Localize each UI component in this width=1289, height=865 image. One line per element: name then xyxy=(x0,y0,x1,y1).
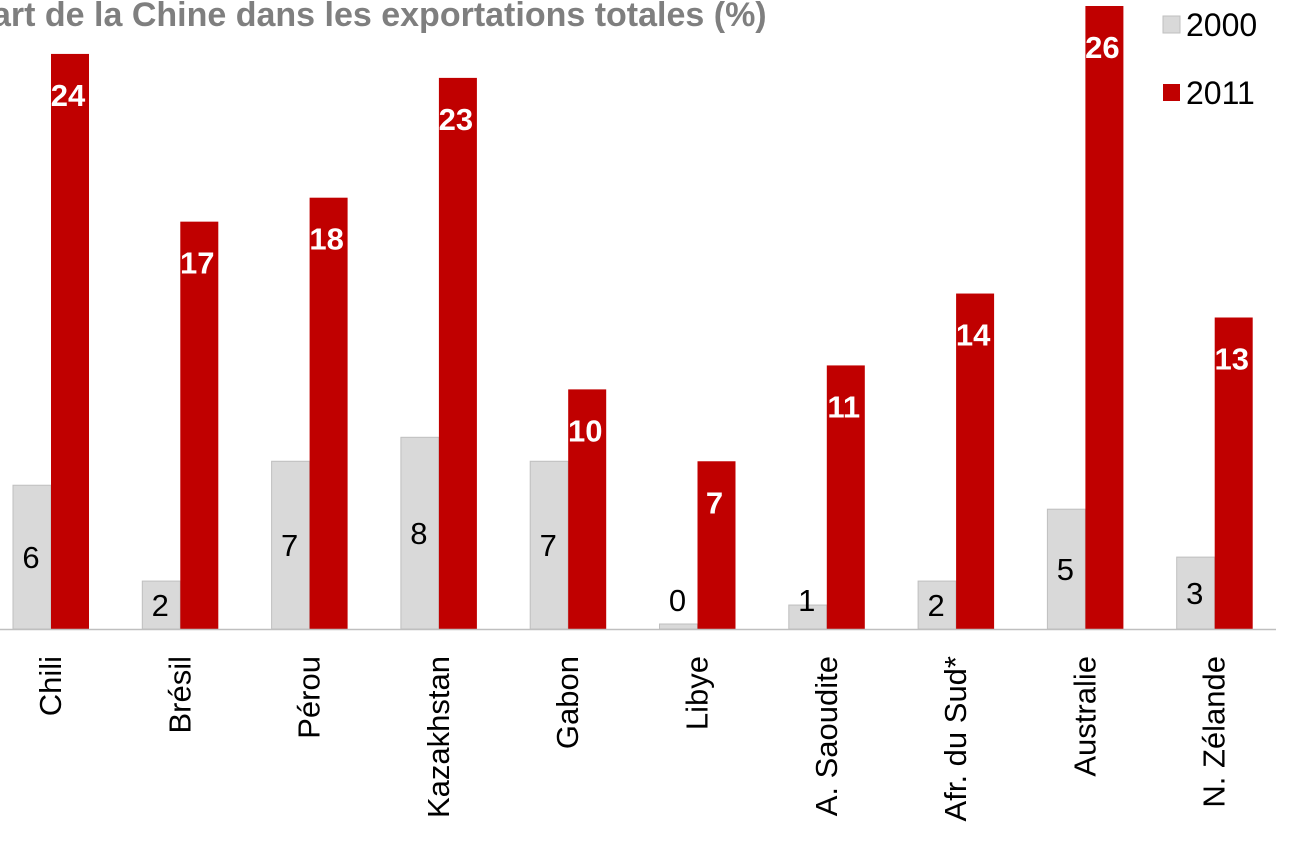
data-label-2011-1: 17 xyxy=(180,246,214,281)
chart-title: art de la Chine dans les exportations to… xyxy=(0,0,767,34)
bar-2000-5 xyxy=(659,623,698,630)
data-label-2011-6: 11 xyxy=(827,389,860,424)
data-label-2011-9: 13 xyxy=(1214,342,1248,377)
category-label-8: Australie xyxy=(1067,656,1102,777)
category-label-4: Gabon xyxy=(550,656,585,749)
category-label-2: Pérou xyxy=(292,656,327,739)
data-label-2000-9: 3 xyxy=(1186,576,1203,611)
bar-2000-3 xyxy=(400,436,440,630)
bars-group xyxy=(12,6,1253,630)
bar-2000-1 xyxy=(141,580,181,630)
category-label-5: Libye xyxy=(680,656,715,730)
data-label-2000-2: 7 xyxy=(281,528,298,563)
legend-label-2011: 2011 xyxy=(1186,75,1255,111)
data-label-2011-0: 24 xyxy=(51,78,86,113)
category-label-3: Kazakhstan xyxy=(421,656,456,818)
data-label-2011-4: 10 xyxy=(568,413,602,448)
data-label-2000-7: 2 xyxy=(927,588,944,623)
category-label-0: Chili xyxy=(33,656,68,716)
category-label-1: Brésil xyxy=(162,656,197,734)
data-label-2000-1: 2 xyxy=(152,588,169,623)
bar-2000-2 xyxy=(271,460,311,630)
legend: 2000 2011 xyxy=(1162,7,1257,111)
bar-2011-6 xyxy=(826,365,865,629)
legend-swatch-2011 xyxy=(1163,84,1180,101)
data-label-2000-4: 7 xyxy=(540,528,557,563)
data-label-2000-8: 5 xyxy=(1057,552,1074,587)
bar-2011-9 xyxy=(1214,317,1253,629)
bar-2011-8 xyxy=(1085,6,1124,629)
bar-2011-7 xyxy=(956,293,995,629)
bar-2011-2 xyxy=(309,197,348,629)
data-label-2011-5: 7 xyxy=(706,485,723,520)
data-label-2011-3: 23 xyxy=(439,102,473,137)
bar-2011-3 xyxy=(438,77,477,629)
data-label-2011-7: 14 xyxy=(956,318,991,353)
category-label-9: N. Zélande xyxy=(1197,656,1232,808)
data-label-2011-8: 26 xyxy=(1085,30,1119,65)
bar-2000-9 xyxy=(1176,556,1216,630)
category-labels-group: Chili Brésil Pérou Kazakhstan Gabon Libye A. S… xyxy=(33,656,1232,821)
bar-2011-1 xyxy=(180,221,219,629)
data-label-2000-6: 1 xyxy=(798,583,815,618)
bar-2011-0 xyxy=(51,53,89,629)
data-label-2000-5: 0 xyxy=(669,583,686,618)
data-label-2000-3: 8 xyxy=(410,516,427,551)
category-label-6: A. Saoudite xyxy=(809,656,844,816)
legend-swatch-2000 xyxy=(1162,15,1181,34)
bar-2011-5 xyxy=(697,461,736,629)
bar-2000-0 xyxy=(12,484,52,630)
legend-label-2000: 2000 xyxy=(1186,7,1257,43)
category-label-7: Afr. du Sud* xyxy=(938,656,973,821)
data-label-2000-0: 6 xyxy=(22,540,39,575)
data-label-2011-2: 18 xyxy=(309,222,343,257)
bar-2011-4 xyxy=(568,389,607,629)
